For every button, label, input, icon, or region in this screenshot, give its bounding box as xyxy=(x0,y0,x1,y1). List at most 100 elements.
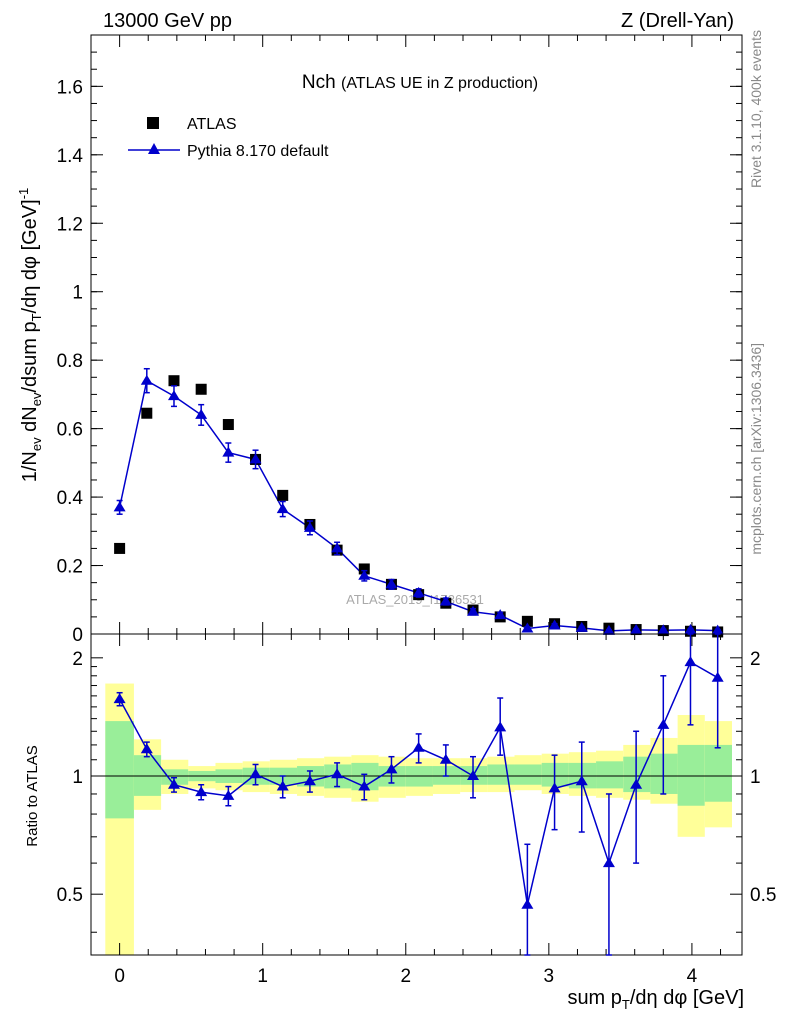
main-ytick-label: 0.4 xyxy=(57,488,84,509)
main-ytick-label: 1 xyxy=(72,283,83,304)
main-axes: 0 0.2 0.4 0.6 0.8 1 1.2 1.4 1.6 xyxy=(57,34,743,646)
ratio-point xyxy=(657,718,670,729)
ratio-point xyxy=(140,743,153,754)
ratio-ytick-label-right: 2 xyxy=(750,649,761,670)
pythia-point xyxy=(412,586,425,597)
energy-label: 13000 GeV pp xyxy=(103,10,232,32)
ratio-band-inner xyxy=(105,721,134,819)
ratio-xtick-label: 2 xyxy=(400,966,411,987)
ratio-point xyxy=(630,778,643,789)
pythia-point xyxy=(521,622,534,633)
ratio-point xyxy=(331,768,344,779)
ratio-point xyxy=(222,789,235,800)
pythia-point xyxy=(602,624,615,635)
ratio-point xyxy=(439,753,452,764)
pythia-point xyxy=(358,569,371,580)
ratio-ytick-label-right: 1 xyxy=(750,767,761,788)
main-data-layer xyxy=(113,367,724,638)
pythia-point xyxy=(467,605,480,616)
ratio-point xyxy=(467,770,480,781)
rivet-label: Rivet 3.1.10, 400k events xyxy=(748,30,764,188)
atlas-point xyxy=(521,615,533,627)
ratio-xtick-label: 4 xyxy=(687,966,698,987)
ratio-ytick-label-right: 0.5 xyxy=(750,885,776,906)
atlas-point xyxy=(114,542,126,554)
ratio-band-inner xyxy=(487,764,515,785)
ratio-point xyxy=(684,656,697,667)
ratio-band-inner xyxy=(704,744,732,802)
ratio-point xyxy=(575,775,588,786)
pythia-point xyxy=(276,503,289,514)
ratio-ytick-label: 2 xyxy=(72,649,83,670)
main-ytick-label: 0.2 xyxy=(57,557,83,578)
main-ytick-label: 0.6 xyxy=(57,420,83,441)
ratio-band-inner xyxy=(677,744,705,806)
ratio-point xyxy=(358,780,371,791)
main-ytick-label: 1.2 xyxy=(57,214,83,235)
plot-subtitle: (ATLAS UE in Z production) xyxy=(341,75,538,92)
plot-title: Nch (ATLAS UE in Z production) xyxy=(302,72,538,93)
ratio-point xyxy=(711,671,724,682)
ratio-point xyxy=(195,786,208,797)
pythia-point xyxy=(167,390,180,401)
legend-atlas-label: ATLAS xyxy=(187,116,237,133)
pythia-point xyxy=(684,623,697,634)
atlas-point xyxy=(358,563,370,575)
ratio-axes: 0.5 0.5 1 1 2 2 0 1 2 3 4 xyxy=(57,633,776,987)
ratio-point xyxy=(167,778,180,789)
atlas-point xyxy=(141,407,153,419)
ratio-ytick-label: 1 xyxy=(72,767,83,788)
atlas-point xyxy=(222,419,234,431)
pythia-point xyxy=(548,619,561,630)
pythia-point xyxy=(331,542,344,553)
pythia-point xyxy=(249,453,262,464)
pythia-point xyxy=(222,446,235,457)
ratio-data-layer xyxy=(113,633,724,956)
ratio-xtick-label: 1 xyxy=(257,966,268,987)
ratio-point xyxy=(602,857,615,868)
ratio-ytick-label: 0.5 xyxy=(57,885,83,906)
main-ytick-label: 0.8 xyxy=(57,351,83,372)
main-ylabel: 1/Nev dNev/dsum pT/dη dφ [GeV]-1 xyxy=(16,188,44,483)
ratio-point xyxy=(249,768,262,779)
pythia-point xyxy=(439,595,452,606)
ratio-xtick-label: 3 xyxy=(544,966,555,987)
ratio-point xyxy=(303,775,316,786)
pythia-point xyxy=(113,501,126,512)
pythia-point xyxy=(711,624,724,635)
pythia-point xyxy=(303,521,316,532)
atlas-point xyxy=(195,383,207,395)
legend-atlas-marker xyxy=(147,117,159,129)
ratio-point xyxy=(113,693,126,704)
ratio-bands xyxy=(105,683,732,955)
ratio-point xyxy=(276,780,289,791)
main-ytick-label: 1.4 xyxy=(57,146,84,167)
legend-pythia-label: Pythia 8.170 default xyxy=(187,143,329,160)
ratio-point xyxy=(521,898,534,909)
ratio-band-inner xyxy=(514,764,542,785)
plot-title-main: Nch xyxy=(302,72,336,93)
pythia-point xyxy=(195,408,208,419)
ratio-band-inner xyxy=(596,761,624,789)
pythia-point xyxy=(494,609,507,620)
ratio-frame xyxy=(90,633,743,956)
atlas-point xyxy=(168,375,180,387)
ratio-xlabel: sum pT/dη dφ [GeV] xyxy=(567,987,744,1012)
main-ytick-label: 0 xyxy=(72,625,83,646)
ratio-ylabel: Ratio to ATLAS xyxy=(24,745,41,846)
pythia-point xyxy=(575,621,588,632)
pythia-point xyxy=(630,623,643,634)
pythia-point xyxy=(140,374,153,385)
atlas-point xyxy=(277,489,289,501)
pythia-point xyxy=(385,578,398,589)
process-label: Z (Drell-Yan) xyxy=(621,10,734,32)
main-ytick-label: 1.6 xyxy=(57,77,83,98)
ratio-point xyxy=(548,782,561,793)
ratio-xtick-label: 0 xyxy=(114,966,125,987)
mcplots-label: mcplots.cern.ch [arXiv:1306.3436] xyxy=(748,343,764,555)
ratio-point xyxy=(385,763,398,774)
ratio-point xyxy=(412,741,425,752)
ratio-point xyxy=(494,721,507,732)
legend-pythia-marker xyxy=(148,143,160,154)
